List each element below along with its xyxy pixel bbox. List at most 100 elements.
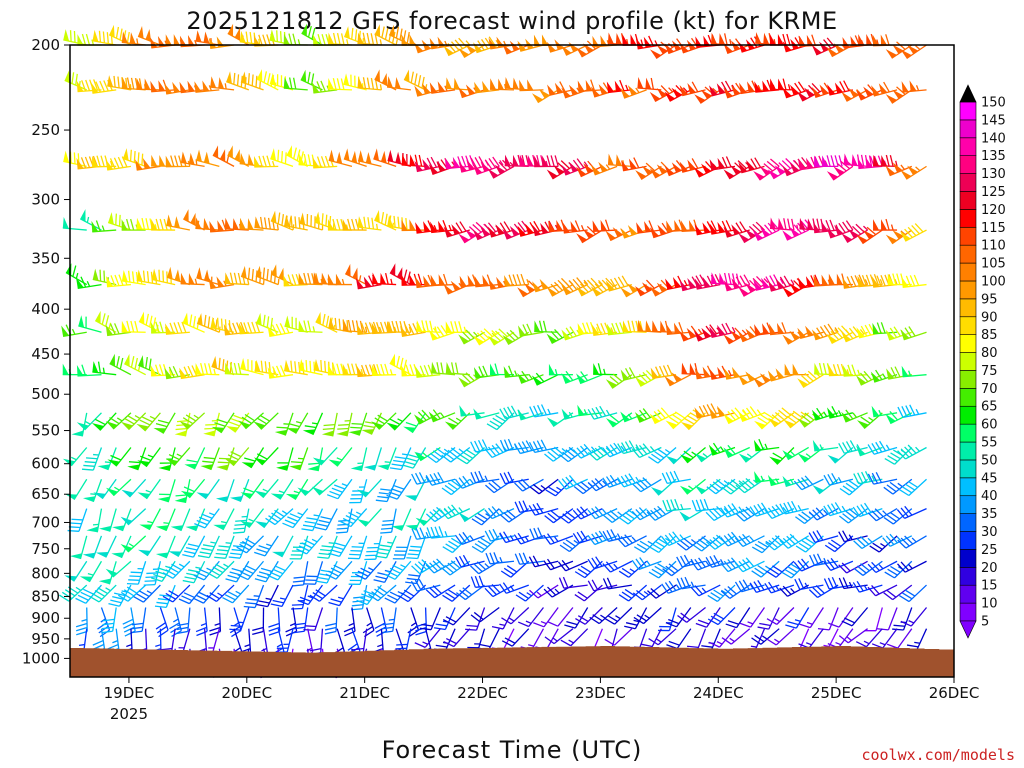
plot-background	[70, 45, 954, 677]
wind-barb	[252, 607, 265, 636]
wind-barb	[241, 447, 265, 469]
wind-barb	[178, 584, 206, 605]
wind-barb	[79, 560, 103, 583]
wind-barb	[169, 607, 183, 638]
wind-barb	[723, 221, 750, 238]
wind-barb	[473, 365, 500, 379]
wind-barb	[215, 479, 235, 503]
y-tick-label: 1000	[22, 649, 60, 667]
wind-barb	[811, 407, 839, 421]
wind-barb	[738, 406, 765, 423]
wind-barb	[767, 275, 795, 292]
wind-barb	[828, 273, 853, 286]
wind-barb	[212, 145, 235, 167]
wind-barb	[350, 447, 368, 472]
wind-barb	[709, 405, 736, 419]
wind-barb	[473, 328, 500, 346]
wind-barb	[256, 584, 279, 608]
wind-barb	[415, 364, 441, 378]
wind-barb	[532, 89, 559, 104]
wind-barb	[286, 412, 309, 434]
wind-barb	[574, 560, 603, 579]
wind-barb	[355, 274, 382, 290]
wind-barb	[616, 473, 647, 488]
wind-barb	[877, 607, 898, 631]
wind-barb	[620, 85, 647, 99]
wind-barb	[514, 478, 544, 492]
wind-barb	[195, 362, 220, 376]
y-tick-label: 600	[31, 455, 60, 473]
wind-barb	[303, 607, 324, 631]
wind-barb	[649, 161, 677, 179]
wind-barb	[302, 412, 324, 436]
wind-barb	[897, 560, 927, 573]
wind-barb	[166, 214, 190, 231]
wind-barb	[785, 607, 810, 629]
wind-barb	[92, 268, 117, 286]
colorbar-label: 135	[981, 149, 1006, 164]
wind-barb	[312, 80, 338, 94]
wind-barb	[213, 508, 235, 531]
wind-barb	[766, 607, 795, 625]
wind-barb	[328, 149, 353, 168]
wind-barb	[795, 535, 824, 553]
colorbar-label: 50	[981, 453, 998, 468]
wind-barb	[637, 76, 662, 91]
wind-barb	[254, 560, 279, 583]
wind-barb	[735, 506, 765, 522]
wind-barb	[293, 607, 309, 634]
wind-barb	[617, 534, 647, 548]
wind-barb	[738, 371, 765, 386]
wind-barb	[883, 584, 913, 601]
wind-barb	[591, 322, 618, 336]
wind-barb	[384, 560, 412, 580]
wind-barb	[203, 412, 220, 437]
wind-barb	[165, 155, 191, 168]
wind-barb	[842, 35, 868, 49]
wind-barb	[327, 32, 352, 46]
wind-barb	[357, 150, 382, 168]
wind-barb	[572, 443, 603, 459]
wind-barb	[109, 353, 132, 376]
wind-barb	[174, 479, 191, 503]
wind-barb	[312, 447, 338, 466]
wind-barb	[707, 584, 736, 603]
colorbar-label: 40	[981, 489, 998, 504]
wind-barb	[211, 412, 235, 434]
wind-barb	[853, 470, 883, 485]
wind-barb	[528, 502, 559, 516]
wind-barb	[528, 439, 559, 454]
wind-barb	[841, 223, 869, 244]
wind-barb	[63, 150, 87, 168]
wind-barb	[517, 370, 544, 384]
wind-barb	[576, 225, 603, 244]
wind-barb	[622, 33, 647, 46]
wind-barb	[515, 584, 544, 602]
wind-barb	[134, 157, 161, 171]
wind-barb	[753, 438, 780, 452]
wind-barb	[855, 370, 883, 386]
wind-barb	[767, 407, 795, 428]
wind-barb	[136, 78, 161, 91]
y-tick-label: 800	[31, 564, 60, 582]
wind-barb	[344, 263, 367, 286]
wind-barb	[856, 445, 883, 457]
wind-barb	[137, 478, 161, 500]
wind-barb	[765, 535, 795, 551]
wind-barb	[445, 77, 470, 91]
wind-barb	[180, 478, 206, 499]
wind-barb	[487, 221, 515, 238]
wind-barb	[473, 408, 500, 420]
wind-barb	[693, 324, 721, 342]
wind-barb	[576, 277, 603, 297]
colorbar-label: 30	[981, 525, 998, 540]
wind-barb	[283, 273, 308, 287]
credit-link[interactable]: coolwx.com/models	[861, 746, 1015, 764]
wind-barb	[170, 508, 191, 532]
wind-barb	[662, 560, 692, 577]
wind-barb	[209, 219, 235, 233]
wind-barb	[265, 508, 294, 526]
wind-barb	[92, 361, 117, 376]
wind-barb	[867, 440, 898, 455]
wind-barb	[120, 535, 147, 553]
